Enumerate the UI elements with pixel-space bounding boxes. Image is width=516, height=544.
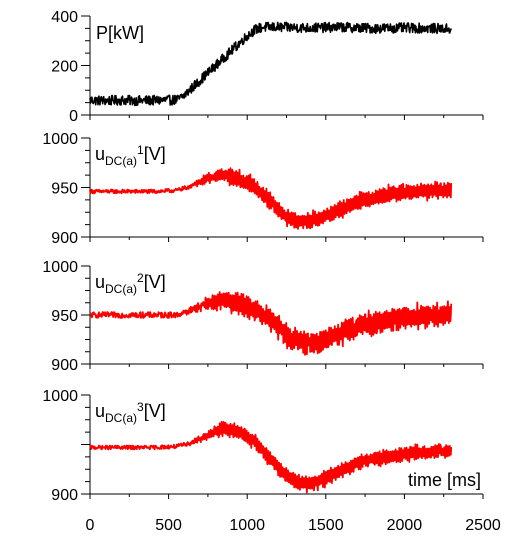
panel-label: uDC(a)2[V] xyxy=(95,271,166,296)
x-tick-label: 0 xyxy=(86,517,95,534)
y-tick-label: 900 xyxy=(51,487,78,504)
x-tick-label: 500 xyxy=(155,517,182,534)
y-tick-label: 1000 xyxy=(42,131,78,148)
y-tick-label: 900 xyxy=(51,230,78,247)
x-tick-label: 1000 xyxy=(229,517,265,534)
series-line xyxy=(89,291,453,356)
chart-panel-1: 0 200 400 P[kW] xyxy=(51,9,484,125)
chart-panel-2: 900 950 1000 uDC(a)1[V] xyxy=(42,131,484,247)
x-tick-label: 2000 xyxy=(387,517,423,534)
y-tick-label: 0 xyxy=(69,108,78,125)
y-tick-label: 900 xyxy=(51,357,78,374)
panel-label: uDC(a)1[V] xyxy=(95,143,166,168)
panel-label: P[kW] xyxy=(96,23,144,43)
y-tick-label: 950 xyxy=(51,308,78,325)
y-tick-label: 1000 xyxy=(42,388,78,405)
series-line xyxy=(89,420,453,494)
x-tick-label: 1500 xyxy=(308,517,344,534)
y-tick-label: 200 xyxy=(51,59,78,76)
y-tick-label: 400 xyxy=(51,9,78,26)
y-tick-label: 1000 xyxy=(42,259,78,276)
series-line xyxy=(89,21,452,107)
series-line xyxy=(89,167,453,230)
y-tick-label: 950 xyxy=(51,181,78,198)
chart-panel-4: 900 1000 uDC(a)3[V] 0 500 1000 1500 2000 2500 tim… xyxy=(42,388,500,534)
x-axis-label: time [ms] xyxy=(408,470,481,490)
panel-label: uDC(a)3[V] xyxy=(95,400,166,425)
x-tick-label: 2500 xyxy=(465,517,501,534)
chart-panel-3: 900 950 1000 uDC(a)2[V] xyxy=(42,259,484,374)
